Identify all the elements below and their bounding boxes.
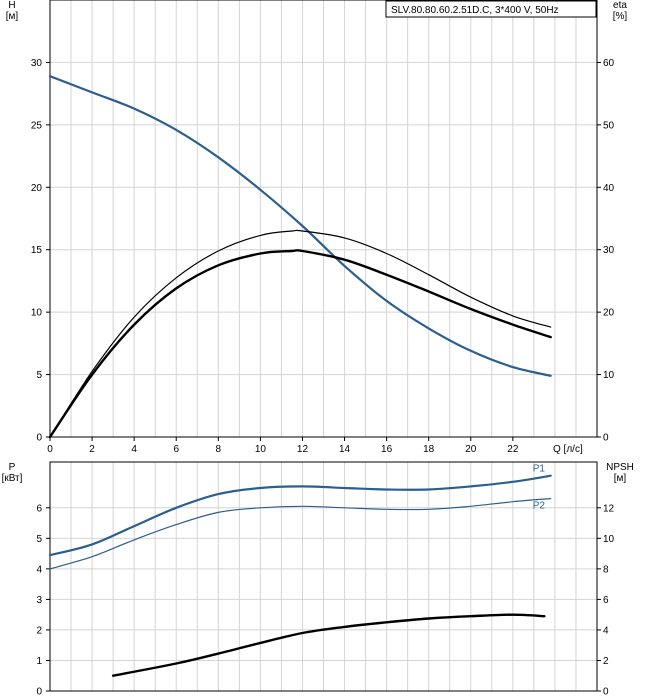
y-left-tick-label: 15 — [31, 245, 43, 256]
y-left-tick-label: 2 — [36, 625, 42, 636]
series-label-p2: P2 — [533, 501, 546, 512]
y-right-axis-label: NPSH [м] — [606, 462, 634, 484]
series-label-p1: P1 — [533, 464, 546, 475]
y-right-tick-label: 6 — [603, 595, 609, 606]
model-label: SLV.80.80.60.2.51D.C, 3*400 V, 50Hz — [391, 5, 559, 16]
series-line-0-2 — [48, 249, 552, 439]
series-line-0-1 — [49, 229, 552, 438]
y-left-tick-label: 5 — [36, 370, 42, 381]
y-right-tick-label: 10 — [603, 534, 615, 545]
x-tick-label: 8 — [216, 444, 222, 455]
y-right-tick-label: 0 — [603, 433, 609, 444]
x-tick-label: 22 — [507, 444, 519, 455]
y-left-tick-label: 5 — [36, 534, 42, 545]
y-left-tick-label: 3 — [36, 595, 42, 606]
y-right-tick-label: 60 — [603, 58, 615, 69]
y-left-axis-label: H [м] — [6, 0, 19, 22]
plot-frame — [49, 461, 598, 692]
y-right-tick-label: 2 — [603, 656, 609, 667]
y-right-tick-label: 10 — [603, 370, 615, 381]
x-tick-label: 4 — [131, 444, 137, 455]
series-line-0-0 — [48, 75, 552, 377]
x-tick-label: 0 — [47, 444, 53, 455]
x-tick-label: 10 — [255, 444, 267, 455]
y-left-tick-label: 4 — [36, 564, 42, 575]
x-tick-label: 12 — [297, 444, 309, 455]
y-left-tick-label: 20 — [31, 183, 43, 194]
x-axis-label: Q [л/с] — [553, 444, 583, 455]
y-right-tick-label: 12 — [603, 503, 615, 514]
y-left-tick-label: 0 — [36, 433, 42, 444]
series-line-1-1 — [49, 498, 552, 570]
x-tick-label: 20 — [465, 444, 477, 455]
series-line-1-2 — [111, 613, 546, 677]
x-tick-label: 18 — [423, 444, 435, 455]
y-left-tick-label: 0 — [36, 687, 42, 698]
y-right-tick-label: 8 — [603, 564, 609, 575]
y-right-tick-label: 30 — [603, 245, 615, 256]
model-label-box — [385, 0, 597, 18]
y-right-tick-label: 40 — [603, 183, 615, 194]
y-right-tick-label: 0 — [603, 687, 609, 698]
y-left-tick-label: 6 — [36, 503, 42, 514]
x-tick-label: 2 — [89, 444, 95, 455]
plot-frame — [49, 0, 598, 438]
y-right-tick-label: 50 — [603, 120, 615, 131]
y-right-tick-label: 20 — [603, 308, 615, 319]
x-tick-label: 14 — [339, 444, 351, 455]
y-left-tick-label: 30 — [31, 58, 43, 69]
x-tick-label: 16 — [381, 444, 393, 455]
y-left-tick-label: 10 — [31, 308, 43, 319]
y-left-tick-label: 1 — [36, 656, 42, 667]
x-tick-label: 6 — [173, 444, 179, 455]
y-right-tick-label: 4 — [603, 625, 609, 636]
y-left-tick-label: 25 — [31, 120, 43, 131]
y-left-axis-label: P [кВт] — [2, 462, 23, 484]
y-right-axis-label: eta [%] — [613, 0, 628, 22]
series-line-1-0 — [48, 474, 552, 557]
